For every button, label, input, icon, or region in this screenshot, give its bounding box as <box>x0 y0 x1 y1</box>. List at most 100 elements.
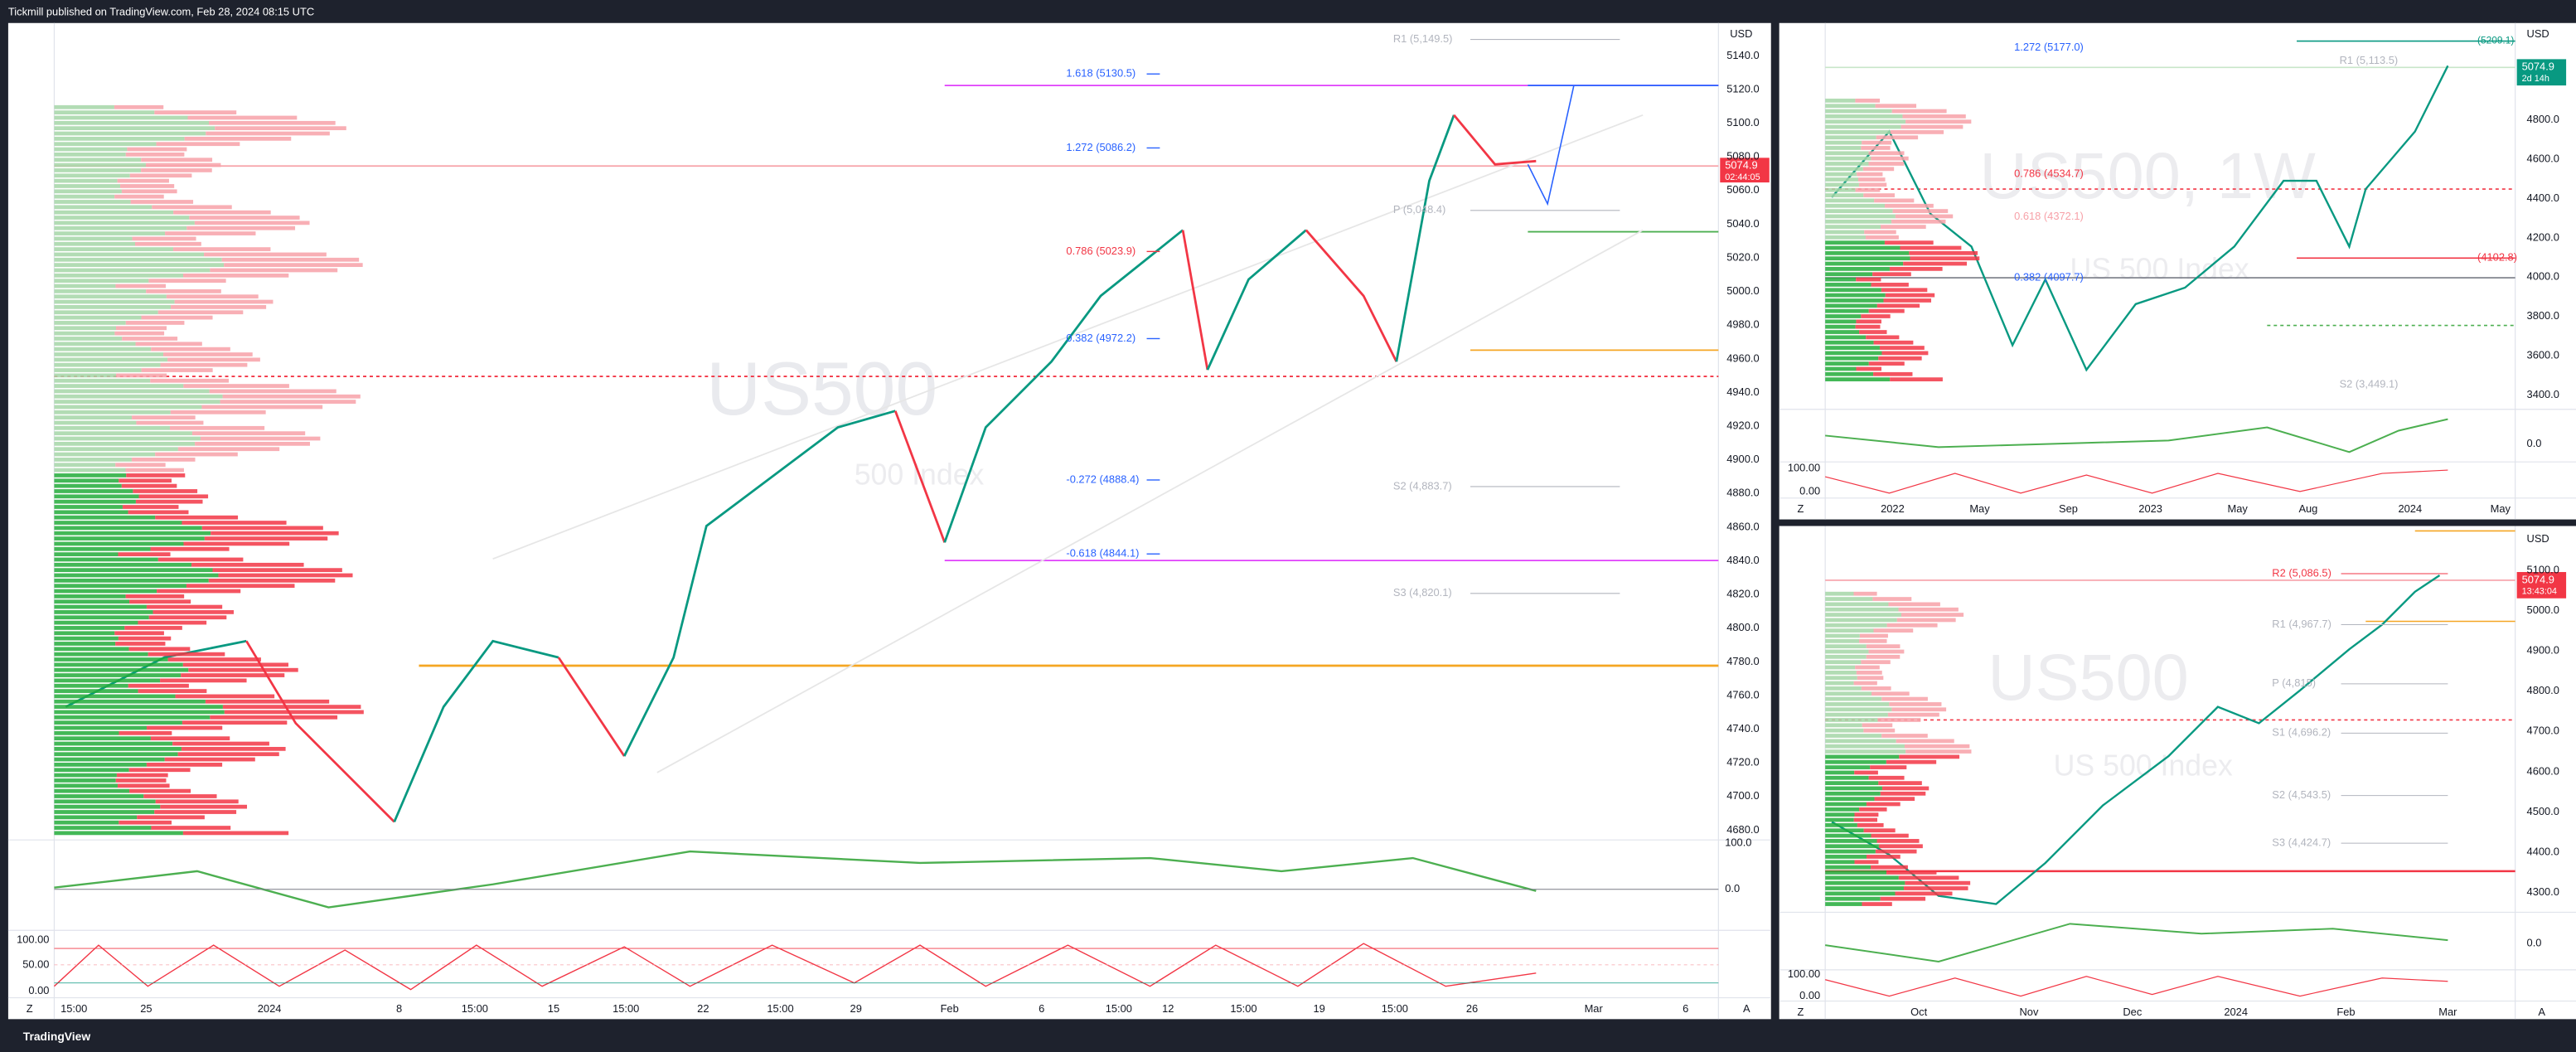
profile-bar <box>54 804 161 809</box>
profile-bar <box>1825 330 1860 334</box>
profile-bar <box>54 483 122 488</box>
profile-bar <box>1884 240 1934 245</box>
profile-bar <box>160 362 248 367</box>
profile-bar <box>54 505 123 509</box>
profile-bar <box>118 636 172 641</box>
profile-bar <box>145 162 221 167</box>
time-label: Sep <box>2059 502 2078 515</box>
profile-bar <box>182 662 288 667</box>
osc-label: 50.00 <box>22 957 49 970</box>
profile-bar <box>1825 665 1856 670</box>
brand[interactable]: TradingView <box>23 1030 91 1043</box>
profile-bar <box>132 415 196 420</box>
profile-bar <box>1825 765 1871 769</box>
profile-bar <box>1825 676 1857 681</box>
profile-bar <box>1905 749 1972 754</box>
profile-bar <box>1888 602 1940 607</box>
volume-profile <box>54 104 364 836</box>
profile-bar <box>1905 119 1972 124</box>
profile-bar <box>54 631 115 636</box>
profile-bar <box>54 400 220 404</box>
profile-bar <box>1891 707 1947 712</box>
profile-bar <box>54 247 173 251</box>
profile-bar <box>141 368 213 372</box>
profile-bar <box>1881 696 1928 701</box>
price-tag: 5074.9 <box>2522 573 2554 585</box>
profile-bar <box>1825 114 1903 119</box>
main-panel <box>7 22 1771 1020</box>
profile-bar <box>182 831 289 836</box>
profile-bar <box>54 321 126 325</box>
profile-bar <box>54 678 161 683</box>
profile-bar <box>1825 230 1865 235</box>
corner-z[interactable]: Z <box>1797 1006 1804 1018</box>
profile-bar <box>1873 628 1914 633</box>
osc-label: 0.00 <box>1799 484 1820 497</box>
profile-bar <box>1854 860 1879 865</box>
profile-bar <box>1825 623 1887 628</box>
profile-bar <box>1825 214 1896 219</box>
profile-bar <box>132 236 196 241</box>
profile-bar <box>175 694 275 699</box>
profile-bar <box>54 736 151 741</box>
profile-bar <box>1825 618 1897 623</box>
profile-bar <box>1862 167 1895 172</box>
profile-bar <box>54 626 125 630</box>
profile-bar <box>54 594 126 599</box>
corner-z[interactable]: Z <box>1797 502 1804 515</box>
fib-label: 0.786 (4534.7) <box>2014 167 2084 180</box>
profile-bar <box>1825 167 1863 172</box>
profile-bar <box>1825 759 1886 764</box>
profile-bar <box>1825 707 1892 712</box>
profile-bar <box>114 104 164 109</box>
price-label: 3800.0 <box>2527 309 2559 322</box>
corner-z[interactable]: Z <box>27 1002 33 1015</box>
profile-bar <box>1892 209 1949 213</box>
time-label: 29 <box>850 1002 862 1015</box>
profile-bar <box>1825 203 1886 208</box>
time-label: Mar <box>1585 1002 1604 1015</box>
profile-bar <box>54 720 182 725</box>
corner-a[interactable]: A <box>1743 1002 1750 1015</box>
profile-bar <box>135 499 203 504</box>
price-label: 4980.0 <box>1726 318 1759 331</box>
profile-bar <box>1857 177 1886 182</box>
profile-bar <box>1825 633 1860 638</box>
price-label: 5060.0 <box>1726 183 1759 196</box>
profile-bar <box>1825 319 1857 324</box>
profile-bar <box>54 662 183 667</box>
profile-bar <box>183 541 290 546</box>
profile-bar <box>54 768 129 773</box>
corner-a[interactable]: A <box>2538 1006 2545 1018</box>
time-label: 15:00 <box>1106 1002 1132 1015</box>
profile-bar <box>167 657 261 662</box>
profile-bar <box>54 799 156 804</box>
time-label: 12 <box>1162 1002 1174 1015</box>
level-lines <box>1825 40 2515 327</box>
time-label: 2024 <box>258 1002 282 1015</box>
profile-bar <box>1856 319 1881 324</box>
price-label: 4600.0 <box>2527 764 2559 777</box>
countdown: 02:44:05 <box>1725 172 1760 182</box>
profile-bar <box>1825 272 1873 277</box>
profile-bar <box>1825 660 1862 665</box>
level-lines <box>1825 530 2515 873</box>
profile-bar <box>1853 681 1877 686</box>
profile-bar <box>1855 324 1881 329</box>
profile-bar <box>212 568 342 573</box>
profile-bar <box>1876 135 1919 140</box>
profile-bar <box>54 705 223 709</box>
stoch-line <box>1825 469 2448 494</box>
profile-bar <box>1825 681 1854 686</box>
profile-bar <box>54 815 138 820</box>
profile-bar <box>130 200 194 204</box>
price-tag: 5074.9 <box>2522 61 2554 73</box>
profile-bar <box>1825 654 1867 659</box>
profile-bar <box>1825 219 1892 224</box>
profile-bar <box>54 647 129 652</box>
profile-bar <box>54 162 146 167</box>
profile-bar <box>1875 849 1917 854</box>
profile-bar <box>126 473 186 478</box>
profile-bar <box>187 115 298 120</box>
profile-bar <box>1878 356 1922 361</box>
